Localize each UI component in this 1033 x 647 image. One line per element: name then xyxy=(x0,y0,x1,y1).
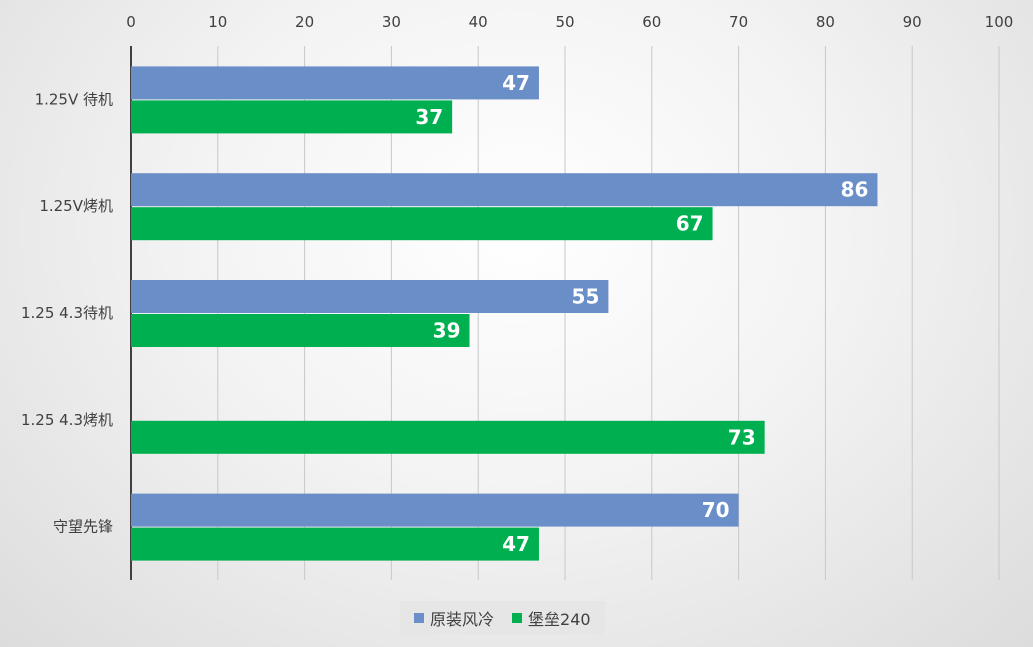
data-label-s1-c5: 70 xyxy=(702,498,730,522)
bar-s2-c2 xyxy=(131,207,713,241)
category-label-4: 1.25 4.3烤机 xyxy=(21,411,113,429)
x-tick-label-70: 70 xyxy=(729,13,748,31)
x-tick-label-80: 80 xyxy=(816,13,835,31)
data-label-s2-c2: 67 xyxy=(676,212,704,236)
data-label-s2-c4: 73 xyxy=(728,425,756,449)
data-label-s1-c3: 55 xyxy=(572,285,600,309)
data-label-s2-c1: 37 xyxy=(415,105,443,129)
data-label-s2-c3: 39 xyxy=(433,319,461,343)
data-label-s1-c1: 47 xyxy=(502,71,530,95)
legend-label-series-1: 原装风冷 xyxy=(430,610,495,629)
legend-swatch-series-2 xyxy=(512,613,523,623)
x-tick-label-0: 0 xyxy=(126,13,136,31)
bar-s1-c1 xyxy=(131,66,539,100)
legend-item-series-1: 原装风冷 xyxy=(414,606,494,630)
bar-s1-c2 xyxy=(131,173,878,207)
bar-s2-c1 xyxy=(131,100,453,134)
legend-item-series-2: 堡垒240 xyxy=(512,606,591,630)
data-label-s2-c5: 47 xyxy=(502,532,530,556)
bar-s1-c5 xyxy=(131,493,739,527)
category-label-5: 守望先锋 xyxy=(53,518,113,536)
category-label-2: 1.25V烤机 xyxy=(39,197,113,215)
x-tick-label-50: 50 xyxy=(555,13,574,31)
bar-s2-c5 xyxy=(131,527,539,561)
category-label-3: 1.25 4.3待机 xyxy=(21,304,113,322)
x-tick-label-30: 30 xyxy=(382,13,401,31)
bar-s2-c3 xyxy=(131,314,470,347)
legend-swatch-series-1 xyxy=(414,613,424,623)
x-tick-label-40: 40 xyxy=(469,13,488,31)
category-label-1: 1.25V 待机 xyxy=(35,90,113,108)
x-tick-label-20: 20 xyxy=(295,13,314,31)
x-tick-label-90: 90 xyxy=(903,13,922,31)
data-label-s1-c2: 86 xyxy=(841,178,869,202)
x-tick-label-100: 100 xyxy=(985,13,1014,31)
bar-s2-c4 xyxy=(131,420,765,454)
x-tick-label-10: 10 xyxy=(208,13,227,31)
bar-s1-c3 xyxy=(131,280,609,313)
legend-label-series-2: 堡垒240 xyxy=(528,610,591,629)
x-tick-label-60: 60 xyxy=(642,13,661,31)
legend: 原装风冷 堡垒240 xyxy=(400,601,605,635)
